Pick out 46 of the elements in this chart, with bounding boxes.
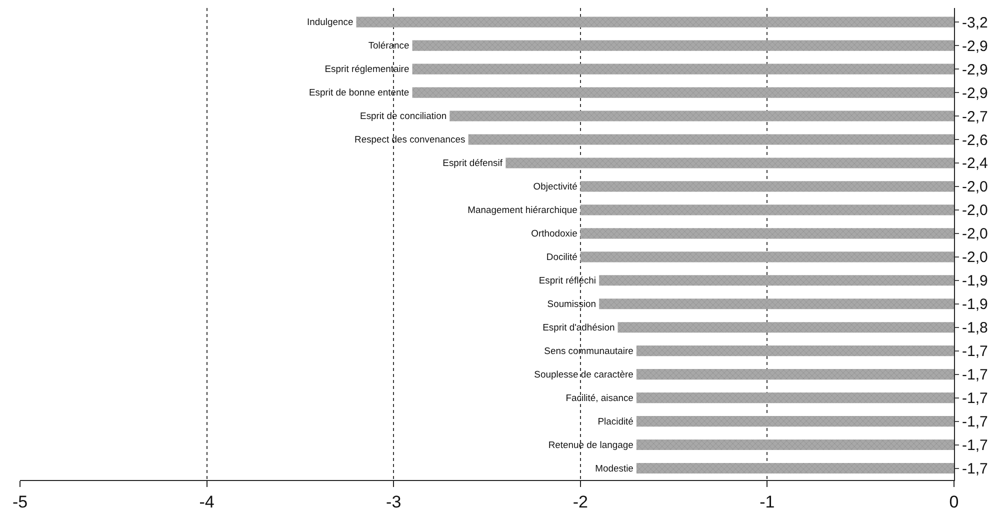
x-tick-label: -1	[760, 492, 775, 512]
y-tick-label: Orthodoxie	[531, 228, 578, 240]
y-tick-label: Souplesse de caractère	[534, 369, 634, 380]
y-tick-label: Esprit réglementaire	[324, 64, 410, 76]
data-label: -2,9	[962, 84, 988, 102]
y-tick-label: Esprit défensif	[442, 158, 503, 170]
y-tick-label: Management hiérarchique	[468, 205, 578, 216]
y-tick-label: Esprit réfléchi	[538, 275, 596, 286]
y-tick-label: Retenue de langage	[548, 440, 634, 451]
data-label: -1,8	[962, 320, 988, 337]
data-label: -1,7	[962, 390, 988, 408]
data-label: -2,7	[962, 108, 988, 126]
y-tick-label: Indulgence	[307, 17, 354, 28]
data-label: -2,0	[962, 226, 988, 243]
x-tick-label: -3	[386, 492, 402, 512]
data-label: -1,9	[962, 296, 988, 314]
data-label: -2,4	[962, 155, 988, 172]
data-label: -3,2	[962, 14, 988, 32]
x-tick-label: -5	[12, 492, 28, 512]
x-tick-label: -2	[572, 492, 588, 512]
data-label: -1,7	[962, 414, 988, 431]
y-tick-label: Docilité	[546, 252, 578, 263]
y-tick-label: Objectivité	[533, 182, 578, 193]
data-label: -2,6	[962, 132, 988, 149]
y-tick-label: Facilité, aisance	[566, 392, 634, 404]
y-tick-label: Soumission	[547, 298, 596, 310]
y-tick-label: Esprit de conciliation	[360, 111, 447, 122]
data-label: -2,0	[962, 249, 988, 266]
data-label: -1,9	[962, 272, 988, 290]
y-tick-label: Sens communautaire	[544, 346, 634, 357]
x-tick-label: -4	[199, 492, 214, 512]
x-tick-label: 0	[949, 492, 959, 512]
data-label: -2,0	[962, 178, 988, 196]
data-label: -2,9	[962, 61, 988, 78]
y-tick-label: Tolérance	[368, 40, 410, 52]
data-label: -1,7	[962, 366, 988, 384]
y-tick-label: Esprit de bonne entente	[308, 88, 410, 99]
y-tick-label: Respect des convenances	[354, 134, 466, 146]
y-tick-label: Modestie	[595, 463, 634, 474]
data-label: -1,7	[962, 343, 988, 360]
data-label: -2,0	[962, 202, 988, 220]
data-label: -2,9	[962, 38, 988, 55]
data-label: -1,7	[962, 460, 988, 478]
y-tick-label: Placidité	[598, 416, 634, 428]
y-tick-label: Esprit d'adhésion	[542, 322, 615, 334]
data-label: -1,7	[962, 437, 988, 454]
